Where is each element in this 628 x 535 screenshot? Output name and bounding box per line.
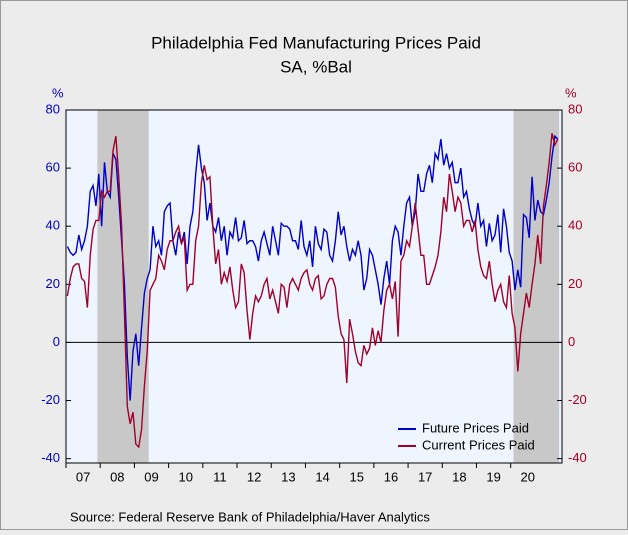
y-tick-label: 0 [53,334,60,349]
x-tick-label: 12 [247,469,261,484]
x-tick-label: 16 [384,469,398,484]
series-line [66,133,559,449]
y2-tick-label: 80 [568,101,582,116]
legend-label: Future Prices Paid [422,420,529,435]
y-tick-label: -40 [41,450,60,465]
x-tick-label: 20 [521,469,535,484]
y-tick-label: 40 [46,218,60,233]
x-tick-label: 10 [178,469,192,484]
y2-tick-label: -20 [568,392,587,407]
x-tick-label: 07 [76,469,90,484]
x-tick-label: 18 [452,469,466,484]
y2-tick-label: 40 [568,218,582,233]
y2-tick-label: -40 [568,450,587,465]
x-tick-label: 08 [110,469,124,484]
plot-frame [65,109,563,464]
y2-tick-label: 20 [568,276,582,291]
y-tick-label: 20 [46,276,60,291]
source-note: Source: Federal Reserve Bank of Philadel… [70,509,430,524]
y2-tick-label: 0 [568,334,575,349]
x-tick-label: 13 [281,469,295,484]
chart-title: Philadelphia Fed Manufacturing Prices Pa… [151,33,481,52]
series-line [66,134,559,401]
x-tick-label: 17 [418,469,432,484]
x-tick-label: 11 [213,469,227,484]
x-tick-label: 19 [486,469,500,484]
y-tick-label: 80 [46,101,60,116]
y2-axis-label: % [565,85,577,100]
x-tick-label: 09 [144,469,158,484]
chart-subtitle: SA, %Bal [280,57,352,76]
y-axis-label: % [52,85,64,100]
y2-tick-label: 60 [568,160,582,175]
x-tick-label: 14 [315,469,329,484]
x-tick-label: 15 [350,469,364,484]
legend-label: Current Prices Paid [422,437,535,452]
y-tick-label: 60 [46,160,60,175]
y-tick-label: -20 [41,392,60,407]
